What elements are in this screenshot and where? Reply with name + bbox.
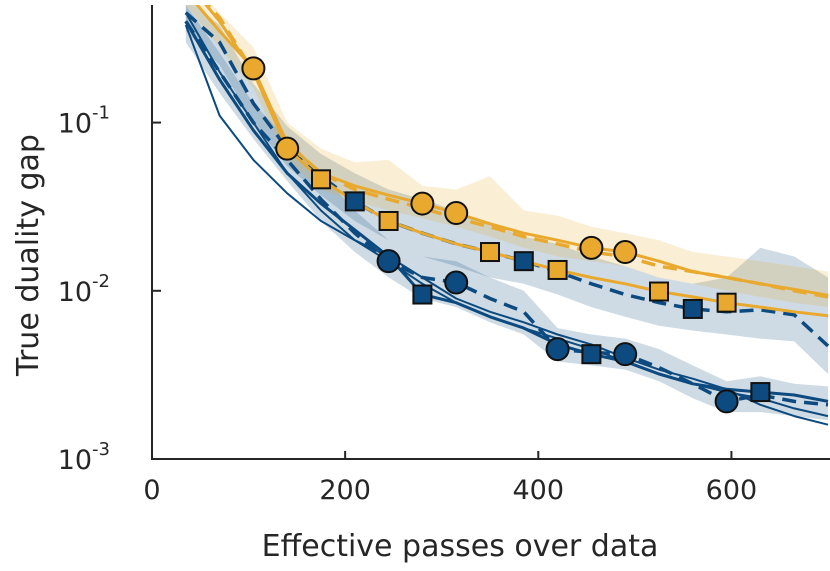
marker: [613, 342, 638, 367]
marker: [513, 251, 534, 272]
marker: [275, 136, 300, 161]
marker: [378, 210, 399, 231]
marker: [714, 389, 739, 414]
marker: [613, 240, 638, 265]
marker: [376, 249, 401, 274]
y-tick-exponent: -3: [92, 439, 110, 460]
marker: [412, 284, 433, 305]
marker: [410, 191, 435, 216]
y-tick-exponent: -1: [92, 103, 110, 124]
marker: [716, 292, 737, 313]
y-tick-base: 10: [58, 445, 92, 476]
marker: [444, 201, 469, 226]
y-axis-label: True duality gap: [11, 134, 46, 377]
y-tick-base: 10: [58, 277, 92, 308]
marker: [682, 298, 703, 319]
x-tick-label: 600: [706, 475, 758, 506]
series-line: [184, 20, 829, 403]
x-tick-label: 400: [513, 475, 565, 506]
marker: [547, 259, 568, 280]
marker: [649, 281, 669, 302]
band: [185, 5, 829, 421]
x-tick-label: 200: [319, 475, 371, 506]
marker: [241, 56, 266, 81]
x-axis-label: Effective passes over data: [262, 529, 659, 564]
marker: [581, 344, 602, 365]
y-tick-label: 10-2: [58, 271, 110, 308]
bands: [185, 5, 829, 421]
marker: [545, 337, 570, 362]
marker: [311, 169, 331, 190]
marker: [344, 191, 365, 212]
marker: [444, 270, 469, 295]
marker: [480, 242, 500, 263]
y-tick-base: 10: [58, 109, 92, 140]
y-tick-label: 10-1: [58, 103, 110, 140]
x-tick-label: 0: [143, 475, 160, 506]
y-tick-exponent: -2: [92, 271, 110, 292]
marker: [579, 235, 604, 260]
y-tick-label: 10-3: [58, 439, 110, 476]
marker: [750, 382, 771, 403]
band: [185, 5, 828, 308]
